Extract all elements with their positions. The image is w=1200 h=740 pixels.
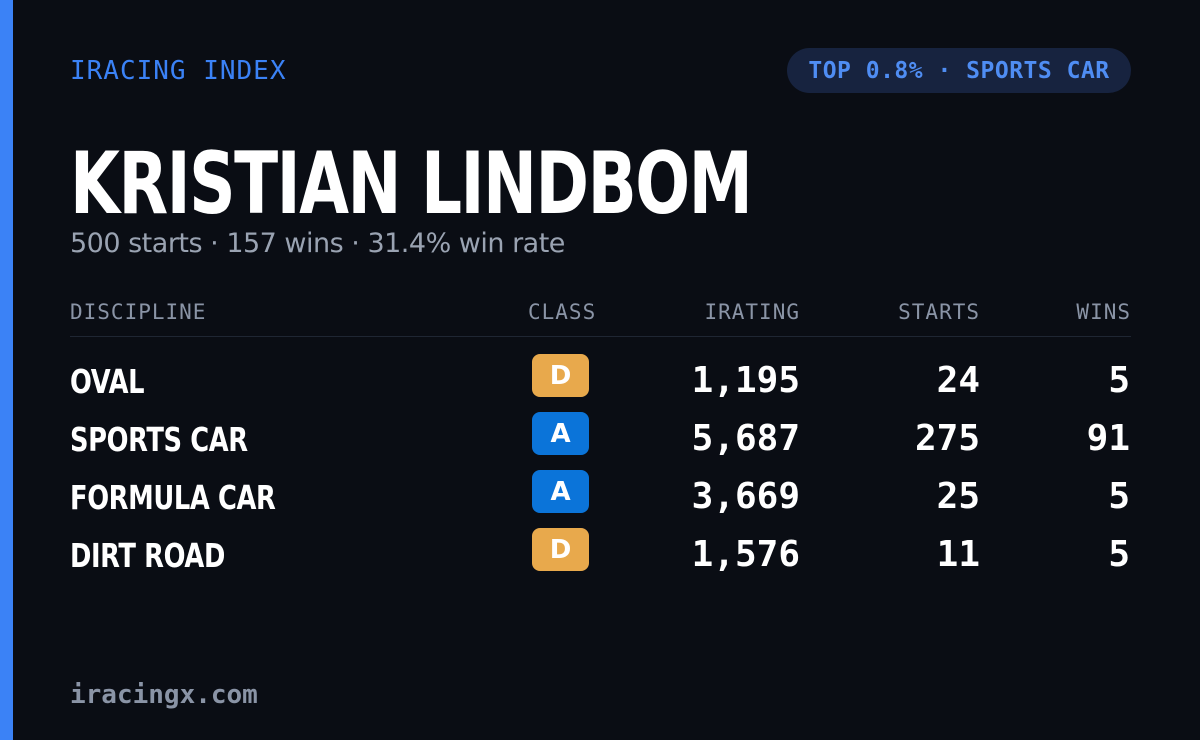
class-badge: A — [532, 470, 589, 513]
wins-value: 5 — [1108, 476, 1130, 517]
driver-summary: 500 starts · 157 wins · 31.4% win rate — [70, 228, 565, 259]
table-row: FORMULA CAR A 3,669 25 5 — [70, 456, 1131, 517]
class-badge: D — [532, 528, 589, 571]
discipline-name: DIRT ROAD — [70, 536, 225, 575]
table-row: SPORTS CAR A 5,687 275 91 — [70, 398, 1131, 459]
site-url[interactable]: iracingx.com — [70, 680, 258, 710]
discipline-name: OVAL — [70, 362, 145, 401]
discipline-name: FORMULA CAR — [70, 478, 276, 517]
class-badge: D — [532, 354, 589, 397]
header-class: CLASS — [528, 300, 597, 324]
accent-bar — [0, 0, 13, 740]
table-row: OVAL D 1,195 24 5 — [70, 340, 1131, 401]
irating-value: 1,576 — [691, 534, 800, 575]
wins-value: 5 — [1108, 534, 1130, 575]
rank-badge: TOP 0.8% · SPORTS CAR — [787, 48, 1131, 93]
irating-value: 3,669 — [691, 476, 800, 517]
stats-table: DISCIPLINE CLASS IRATING STARTS WINS OVA… — [70, 296, 1131, 575]
wins-value: 5 — [1108, 360, 1130, 401]
starts-value: 11 — [936, 534, 980, 575]
wins-value: 91 — [1086, 418, 1130, 459]
irating-value: 1,195 — [691, 360, 800, 401]
header-wins: WINS — [1076, 300, 1131, 324]
table-header: DISCIPLINE CLASS IRATING STARTS WINS — [70, 296, 1131, 337]
discipline-name: SPORTS CAR — [70, 420, 248, 459]
class-badge: A — [532, 412, 589, 455]
starts-value: 275 — [914, 418, 980, 459]
starts-value: 25 — [936, 476, 980, 517]
driver-name: KRISTIAN LINDBOM — [70, 134, 753, 234]
header-discipline: DISCIPLINE — [70, 300, 207, 324]
header-starts: STARTS — [898, 300, 980, 324]
starts-value: 24 — [936, 360, 980, 401]
header-irating: IRATING — [704, 300, 800, 324]
table-row: DIRT ROAD D 1,576 11 5 — [70, 514, 1131, 575]
irating-value: 5,687 — [691, 418, 800, 459]
brand-title: IRACING INDEX — [70, 56, 287, 86]
